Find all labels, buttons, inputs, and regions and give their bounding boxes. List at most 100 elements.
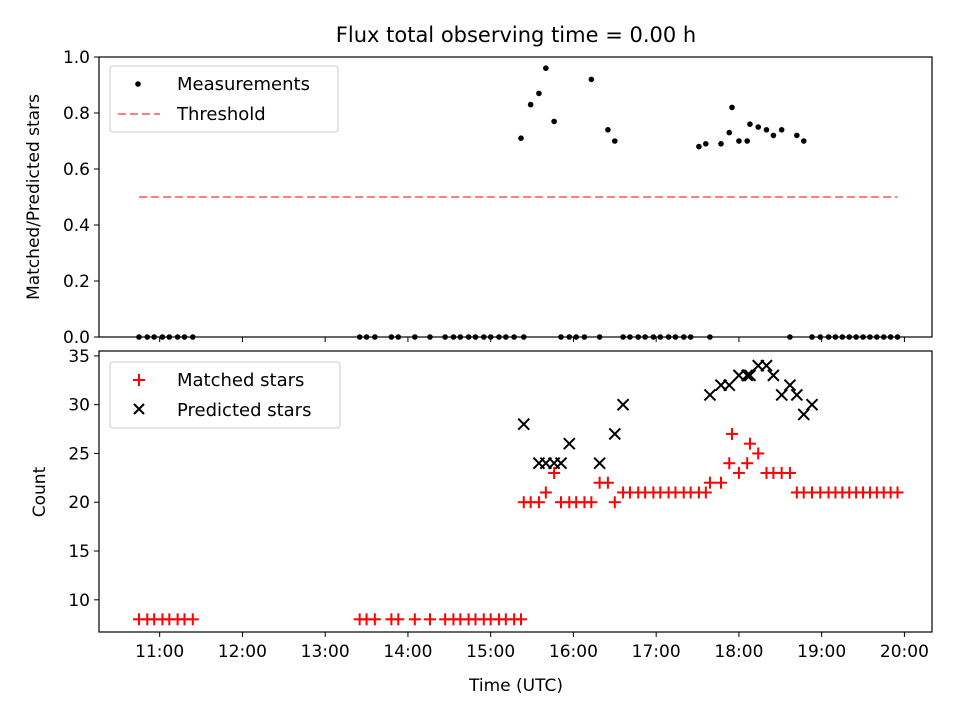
predicted-star-point (767, 369, 780, 382)
measurement-point (755, 124, 762, 130)
legend-matched-marker (133, 374, 145, 386)
matched-star-point (392, 613, 405, 626)
matched-star-point (601, 476, 614, 489)
y-tick-label: 10 (68, 591, 90, 611)
matched-star-point (548, 466, 561, 479)
x-tick-label: 19:00 (797, 642, 846, 662)
x-tick-label: 20:00 (880, 642, 929, 662)
y-tick-label: 30 (68, 396, 90, 416)
measurement-point (696, 143, 702, 150)
x-tick-label: 12:00 (218, 642, 267, 662)
matched-star-point (608, 496, 621, 509)
y-tick-label: 0.0 (63, 328, 90, 348)
bottom-plot-area (132, 359, 904, 626)
predicted-star-point (760, 359, 773, 372)
measurement-point (611, 138, 618, 144)
measurement-point (536, 90, 542, 97)
top-axes-frame (98, 56, 933, 338)
y-tick-label: 1.0 (63, 48, 90, 68)
measurement-point (518, 135, 524, 141)
x-tick-label: 18:00 (714, 642, 763, 662)
bottom-x-axis: 11:00 12:00 13:00 14:00 15:00 16:00 17:00 18:00… (135, 632, 929, 662)
matched-star-point (732, 466, 745, 479)
x-tick-label: 15:00 (466, 642, 515, 662)
x-axis-label: Time (UTC) (468, 676, 563, 696)
measurement-point (605, 127, 611, 133)
matched-star-point (743, 437, 756, 450)
legend-predicted-label: Predicted stars (177, 400, 311, 421)
top-legend: Measurements Threshold (109, 65, 339, 133)
matched-star-point (891, 486, 904, 499)
x-tick-label: 17:00 (632, 642, 681, 662)
predicted-star-point (703, 388, 717, 402)
y-tick-label: 15 (68, 542, 90, 562)
matched-star-point (703, 476, 716, 489)
measurement-point (770, 132, 777, 139)
top-panel: Matched/Predicted stars 0.0 0.2 0.4 0.6 0.8 1… (24, 48, 933, 348)
y-tick-label: 20 (68, 493, 90, 513)
measurement-point (543, 65, 549, 71)
predicted-star-point (740, 369, 754, 382)
predicted-star-point (790, 388, 804, 402)
matched-star-point (752, 447, 765, 460)
matched-star-point (723, 457, 736, 470)
predicted-star-point (593, 456, 606, 470)
x-tick-label: 14:00 (383, 642, 432, 662)
measurement-point (703, 141, 709, 147)
y-tick-label: 0.4 (63, 216, 90, 236)
predicted-star-point (797, 408, 810, 421)
predicted-star-point (517, 417, 530, 431)
x-tick-label: 13:00 (301, 642, 350, 662)
measurement-point (527, 101, 534, 108)
measurement-point (718, 141, 724, 147)
predicted-star-point (783, 378, 797, 392)
bottom-legend: Matched stars Predicted stars (109, 361, 341, 429)
predicted-star-point (805, 398, 819, 411)
matched-star-point (539, 486, 552, 499)
x-tick-label: 11:00 (135, 642, 184, 662)
matched-star-point (515, 613, 528, 626)
matched-star-point (408, 613, 421, 626)
measurement-point (763, 127, 770, 133)
measurement-point (778, 127, 785, 133)
top-legend-box (109, 65, 339, 133)
legend-threshold-label: Threshold (176, 104, 266, 125)
bottom-legend-box (109, 361, 341, 429)
legend-measurements-marker (135, 81, 141, 87)
predicted-star-point (608, 427, 622, 441)
predicted-star-point (723, 378, 736, 392)
x-tick-label: 16:00 (549, 642, 598, 662)
y-tick-label: 0.8 (63, 104, 90, 124)
measurement-point (794, 132, 800, 139)
predicted-star-point (743, 369, 757, 382)
legend-matched-label: Matched stars (177, 370, 304, 391)
bottom-axes-frame (98, 350, 933, 633)
measurement-point (736, 138, 742, 144)
predicted-star-point (563, 437, 576, 450)
y-tick-label: 0.2 (63, 272, 90, 292)
matched-star-point (585, 496, 598, 509)
measurement-point (729, 104, 735, 111)
matched-star-point (714, 476, 727, 489)
predicted-star-point (775, 388, 788, 402)
matched-star-point (783, 466, 796, 479)
bottom-y-axis: 10 15 20 25 30 35 (68, 347, 99, 611)
top-y-axis: 0.0 0.2 0.4 0.6 0.8 1.0 (63, 48, 99, 348)
chart-title: Flux total observing time = 0.00 h (336, 23, 696, 47)
top-x-axis (159, 337, 905, 342)
top-y-axis-label: Matched/Predicted stars (24, 94, 44, 300)
measurement-point (726, 129, 733, 136)
measurement-point (747, 121, 753, 127)
legend-measurements-label: Measurements (177, 74, 310, 95)
y-tick-label: 25 (68, 444, 90, 464)
predicted-star-point (616, 398, 630, 411)
matched-star-point (368, 613, 381, 626)
matched-star-point (726, 427, 739, 440)
legend-predicted-marker (133, 403, 145, 415)
bottom-y-axis-label: Count (30, 466, 50, 517)
measurement-point (800, 138, 807, 144)
y-tick-label: 0.6 (63, 160, 90, 180)
measurement-point (744, 138, 750, 144)
